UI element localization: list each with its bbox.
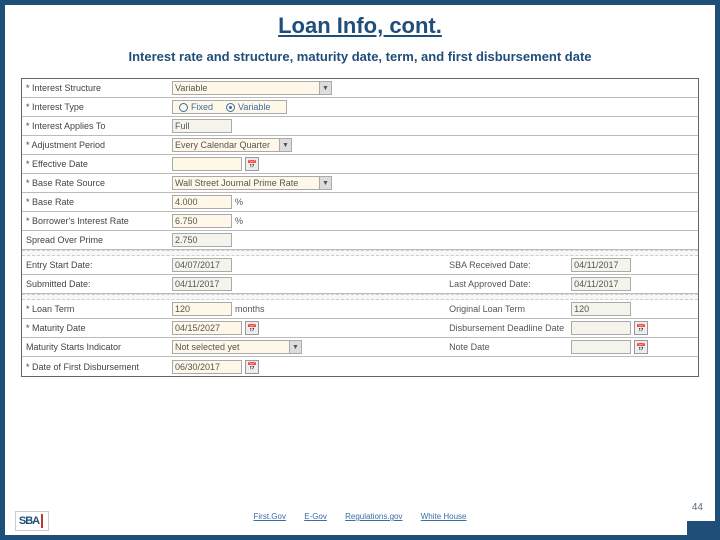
- chevron-down-icon: ▼: [319, 82, 331, 94]
- sba-logo: SBA: [15, 511, 49, 531]
- chevron-down-icon: ▼: [279, 139, 291, 151]
- page-subtitle: Interest rate and structure, maturity da…: [5, 49, 715, 64]
- label-loan-term: Loan Term: [22, 304, 172, 314]
- calendar-icon[interactable]: 📅: [245, 360, 259, 374]
- row-interest-structure: Interest Structure Variable ▼: [22, 79, 698, 98]
- label-date-first-disbursement: Date of First Disbursement: [22, 362, 172, 372]
- label-adjustment-period: Adjustment Period: [22, 140, 172, 150]
- link-regulations[interactable]: Regulations.gov: [345, 512, 402, 521]
- label-note-date: Note Date: [441, 342, 571, 352]
- loan-info-form: Interest Structure Variable ▼ Interest T…: [21, 78, 699, 377]
- row-maturity-starts: Maturity Starts Indicator Not selected y…: [22, 338, 698, 357]
- calendar-icon[interactable]: 📅: [245, 157, 259, 171]
- input-date-first-disbursement[interactable]: 06/30/2017: [172, 360, 242, 374]
- label-effective-date: Effective Date: [22, 159, 172, 169]
- row-entry-start-date: Entry Start Date: 04/07/2017 SBA Receive…: [22, 256, 698, 275]
- corner-accent: [687, 521, 715, 535]
- row-spread-over-prime: Spread Over Prime 2.750: [22, 231, 698, 250]
- chevron-down-icon: ▼: [289, 341, 301, 353]
- input-maturity-date[interactable]: 04/15/2027: [172, 321, 242, 335]
- label-last-approved-date: Last Approved Date:: [441, 279, 571, 289]
- radio-variable[interactable]: Variable: [226, 102, 270, 112]
- row-adjustment-period: Adjustment Period Every Calendar Quarter…: [22, 136, 698, 155]
- logo-bar-icon: [41, 514, 43, 528]
- row-date-first-disbursement: Date of First Disbursement 06/30/2017📅: [22, 357, 698, 376]
- value-original-loan-term: 120: [571, 302, 631, 316]
- row-interest-applies-to: Interest Applies To Full: [22, 117, 698, 136]
- value-submitted-date: 04/11/2017: [172, 277, 232, 291]
- input-loan-term[interactable]: 120: [172, 302, 232, 316]
- input-borrower-interest-rate[interactable]: 6.750: [172, 214, 232, 228]
- page-title: Loan Info, cont.: [5, 13, 715, 39]
- label-entry-start-date: Entry Start Date:: [22, 260, 172, 270]
- label-maturity-starts: Maturity Starts Indicator: [22, 342, 172, 352]
- label-interest-type: Interest Type: [22, 102, 172, 112]
- calendar-icon[interactable]: 📅: [634, 340, 648, 354]
- chevron-down-icon: ▼: [319, 177, 331, 189]
- label-disbursement-deadline: Disbursement Deadline Date: [441, 323, 571, 333]
- value-note-date: [571, 340, 631, 354]
- label-original-loan-term: Original Loan Term: [441, 304, 571, 314]
- select-base-rate-source[interactable]: Wall Street Journal Prime Rate▼: [172, 176, 332, 190]
- input-interest-applies-to[interactable]: Full: [172, 119, 232, 133]
- row-submitted-date: Submitted Date: 04/11/2017 Last Approved…: [22, 275, 698, 294]
- label-base-rate-source: Base Rate Source: [22, 178, 172, 188]
- input-base-rate[interactable]: 4.000: [172, 195, 232, 209]
- row-effective-date: Effective Date 📅: [22, 155, 698, 174]
- footer-links: First.Gov E-Gov Regulations.gov White Ho…: [5, 512, 715, 521]
- radio-fixed[interactable]: Fixed: [179, 102, 213, 112]
- row-interest-type: Interest Type Fixed Variable: [22, 98, 698, 117]
- value-disbursement-deadline: [571, 321, 631, 335]
- select-interest-structure[interactable]: Variable ▼: [172, 81, 332, 95]
- page-number: 44: [692, 502, 703, 513]
- calendar-icon[interactable]: 📅: [245, 321, 259, 335]
- value-sba-received-date: 04/11/2017: [571, 258, 631, 272]
- label-maturity-date: Maturity Date: [22, 323, 172, 333]
- label-spread-over-prime: Spread Over Prime: [22, 235, 172, 245]
- link-egov[interactable]: E-Gov: [304, 512, 327, 521]
- label-base-rate: Base Rate: [22, 197, 172, 207]
- input-spread-over-prime: 2.750: [172, 233, 232, 247]
- link-firstgov[interactable]: First.Gov: [254, 512, 286, 521]
- input-effective-date[interactable]: [172, 157, 242, 171]
- value-last-approved-date: 04/11/2017: [571, 277, 631, 291]
- select-adjustment-period[interactable]: Every Calendar Quarter▼: [172, 138, 292, 152]
- label-interest-structure: Interest Structure: [22, 83, 172, 93]
- row-base-rate-source: Base Rate Source Wall Street Journal Pri…: [22, 174, 698, 193]
- link-whitehouse[interactable]: White House: [421, 512, 467, 521]
- slide-frame: Loan Info, cont. Interest rate and struc…: [0, 0, 720, 540]
- row-base-rate: Base Rate 4.000%: [22, 193, 698, 212]
- calendar-icon[interactable]: 📅: [634, 321, 648, 335]
- label-interest-applies-to: Interest Applies To: [22, 121, 172, 131]
- row-borrower-interest-rate: Borrower's Interest Rate 6.750%: [22, 212, 698, 231]
- label-submitted-date: Submitted Date:: [22, 279, 172, 289]
- row-maturity-date: Maturity Date 04/15/2027📅 Disbursement D…: [22, 319, 698, 338]
- value-entry-start-date: 04/07/2017: [172, 258, 232, 272]
- label-sba-received-date: SBA Received Date:: [441, 260, 571, 270]
- label-borrower-interest-rate: Borrower's Interest Rate: [22, 216, 172, 226]
- row-loan-term: Loan Term 120months Original Loan Term 1…: [22, 300, 698, 319]
- select-maturity-starts[interactable]: Not selected yet▼: [172, 340, 302, 354]
